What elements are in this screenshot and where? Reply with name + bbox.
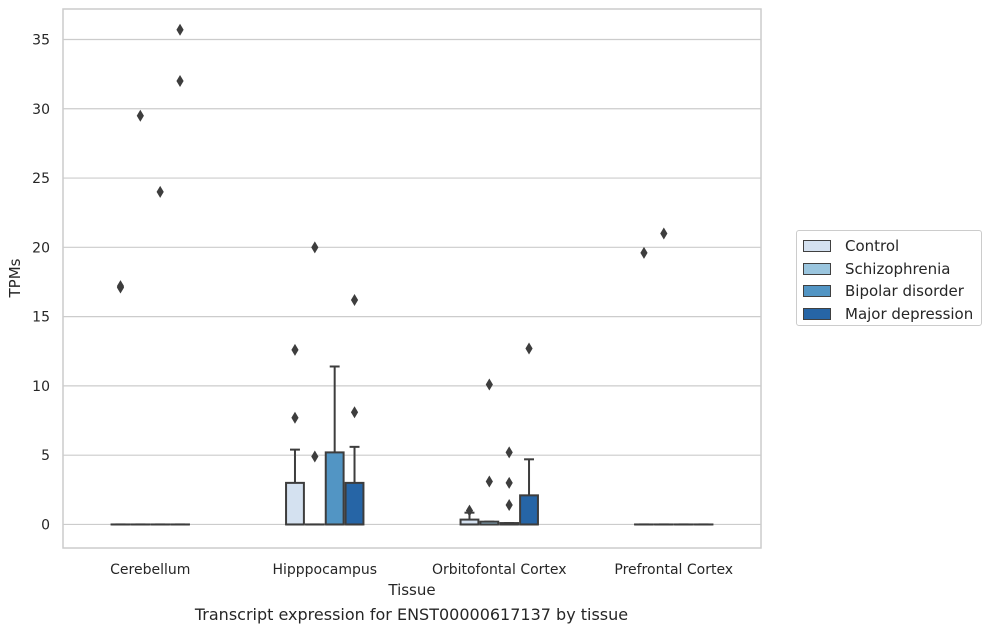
box-body — [519, 494, 539, 526]
box-major-depression — [519, 342, 539, 526]
y-tick-label: 0 — [41, 517, 50, 533]
x-tick-label: Hipppocampus — [272, 562, 377, 578]
outlier-marker — [505, 499, 513, 512]
figure-caption: Transcript expression for ENST0000061713… — [194, 605, 629, 624]
y-axis-label: TPMs — [6, 258, 24, 298]
box-control — [634, 246, 654, 526]
box-schizophrenia — [653, 227, 674, 526]
legend: Control Schizophrenia Bipolar disorder Majo… — [796, 230, 982, 326]
legend-swatch — [803, 307, 831, 320]
outlier-marker — [350, 406, 359, 419]
outlier-marker — [505, 446, 513, 459]
outlier-marker — [505, 476, 513, 489]
legend-label: Bipolar disorder — [845, 282, 964, 301]
outlier-marker — [465, 504, 474, 517]
outlier-marker — [311, 450, 319, 463]
outlier-marker — [291, 343, 299, 356]
outlier-marker — [116, 280, 125, 293]
box-bipolar-disorder — [499, 446, 520, 526]
x-tick-label: Cerebellum — [110, 562, 190, 578]
box-control — [285, 343, 305, 526]
legend-label: Control — [845, 237, 900, 256]
outlier-marker — [640, 246, 648, 259]
box-major-depression — [344, 293, 365, 526]
y-tick-label: 5 — [41, 448, 50, 464]
box-body — [324, 451, 345, 526]
y-tick-label: 35 — [32, 32, 50, 48]
legend-swatch — [803, 262, 831, 275]
y-axis-tick-labels: 0 5 10 15 20 25 30 35 — [32, 32, 50, 533]
legend-label: Schizophrenia — [845, 259, 951, 278]
outlier-marker — [311, 241, 319, 254]
legend-item: Schizophrenia — [803, 258, 975, 281]
box-body — [344, 481, 365, 526]
box-control — [459, 504, 480, 526]
outlier-marker — [485, 475, 493, 488]
x-axis-label: Tissue — [387, 581, 435, 599]
outlier-marker — [485, 378, 493, 391]
outlier-marker — [291, 411, 299, 424]
box-schizophrenia — [130, 109, 151, 526]
outlier-marker — [176, 75, 184, 88]
legend-swatch — [803, 285, 831, 298]
y-tick-label: 20 — [32, 240, 50, 256]
x-tick-label: Orbitofontal Cortex — [432, 562, 567, 578]
legend-item: Bipolar disorder — [803, 280, 975, 303]
outlier-marker — [176, 23, 184, 36]
y-tick-label: 30 — [32, 102, 50, 118]
outlier-marker — [156, 185, 164, 198]
box-schizophrenia — [304, 241, 325, 526]
box-bipolar-disorder — [324, 365, 345, 526]
legend-item: Control — [803, 235, 975, 258]
outlier-marker — [525, 342, 533, 355]
box-bipolar-disorder — [150, 185, 171, 526]
box-body — [285, 481, 305, 526]
x-axis-tick-labels: Cerebellum Hipppocampus Orbitofontal Corte… — [110, 562, 733, 578]
box-major-depression — [170, 23, 190, 526]
x-tick-label: Prefrontal Cortex — [614, 562, 733, 578]
box-series — [110, 23, 714, 526]
box-schizophrenia — [479, 378, 500, 526]
outlier-marker — [660, 227, 668, 240]
legend-label: Major depression — [845, 304, 974, 323]
box-control — [110, 280, 131, 526]
legend-swatch — [803, 240, 831, 253]
y-tick-label: 15 — [32, 310, 50, 326]
legend-item: Major depression — [803, 303, 975, 326]
y-tick-label: 25 — [32, 171, 50, 187]
plot-area — [62, 8, 762, 549]
outlier-marker — [136, 109, 144, 122]
outlier-marker — [350, 293, 359, 306]
y-tick-label: 10 — [32, 379, 50, 395]
